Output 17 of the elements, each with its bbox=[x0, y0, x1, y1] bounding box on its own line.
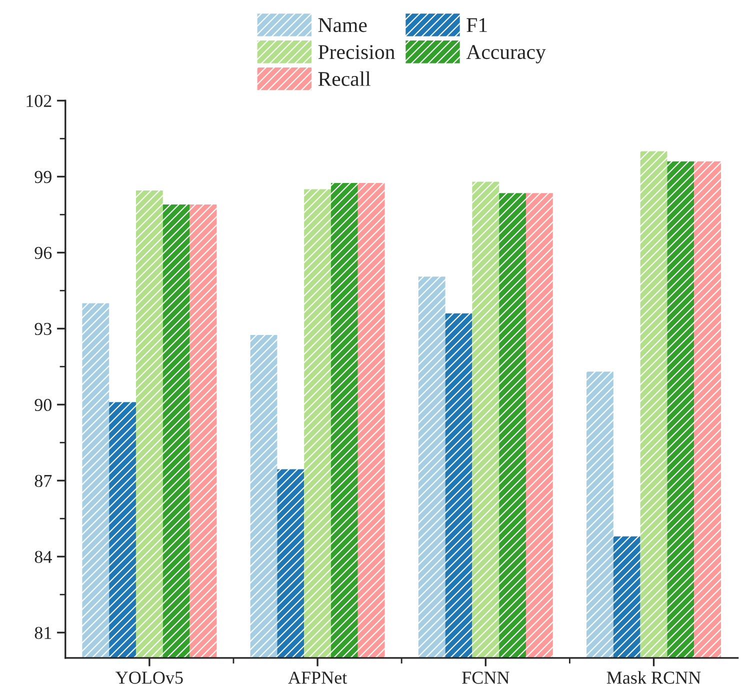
x-tick-label: AFPNet bbox=[288, 672, 348, 684]
legend-label: F1 bbox=[466, 18, 487, 32]
y-tick-label: 93 bbox=[34, 322, 52, 336]
legend-label: Name bbox=[318, 18, 367, 32]
y-tick-label: 81 bbox=[34, 626, 52, 640]
legend-label: Accuracy bbox=[466, 45, 546, 64]
y-tick-label: 84 bbox=[34, 550, 52, 564]
x-tick-label: YOLOv5 bbox=[116, 672, 183, 684]
y-tick-label: 87 bbox=[34, 474, 52, 488]
x-tick-label: FCNN bbox=[462, 672, 510, 684]
y-tick-label: 96 bbox=[34, 246, 52, 260]
y-tick-label: 90 bbox=[34, 398, 52, 412]
legend-label: Recall bbox=[318, 71, 371, 86]
y-tick-label: 102 bbox=[26, 94, 52, 108]
y-tick-label: 99 bbox=[34, 170, 52, 184]
x-tick-label: Mask RCNN bbox=[606, 671, 701, 684]
legend-label: Precision bbox=[318, 45, 395, 60]
